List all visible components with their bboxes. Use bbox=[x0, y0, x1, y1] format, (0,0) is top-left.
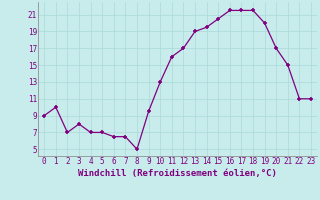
X-axis label: Windchill (Refroidissement éolien,°C): Windchill (Refroidissement éolien,°C) bbox=[78, 169, 277, 178]
